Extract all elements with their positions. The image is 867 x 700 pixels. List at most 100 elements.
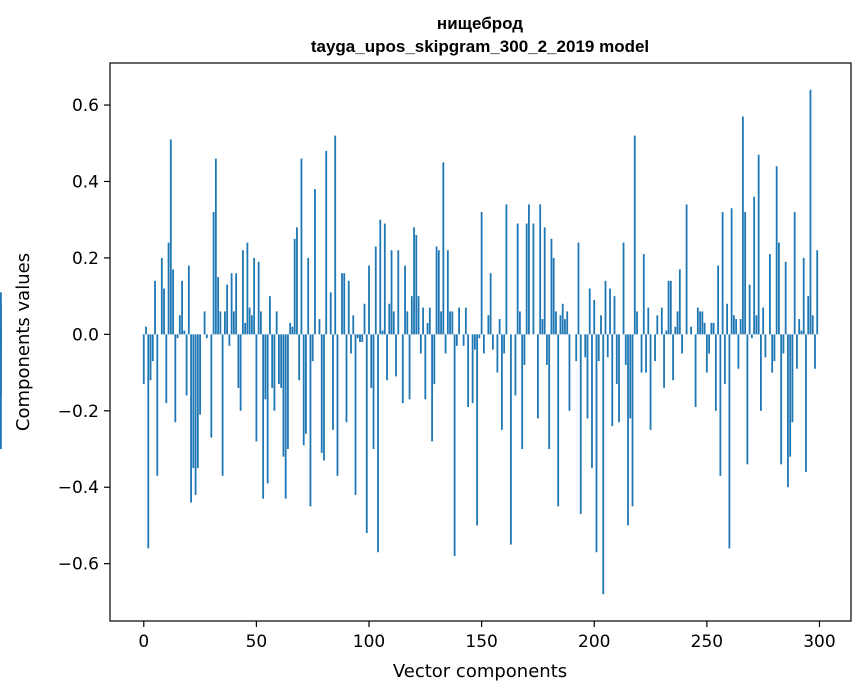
bar-component-151	[483, 334, 485, 353]
bar-component-72	[305, 334, 307, 433]
bar-component-193	[578, 243, 580, 335]
bar-component-279	[771, 334, 773, 372]
x-tick-label: 0	[138, 632, 149, 652]
bar-component-146	[472, 334, 474, 403]
y-tick-label: 0.0	[72, 325, 99, 345]
bar-component-1	[145, 327, 147, 335]
bar-component-165	[515, 334, 517, 395]
bar-component-243	[690, 327, 692, 335]
bar-component-121	[415, 235, 417, 334]
bar-component-291	[798, 319, 800, 334]
bar-component-130	[436, 246, 438, 334]
bar-component-275	[762, 308, 764, 335]
bar-component-40	[233, 311, 235, 334]
bar-component-11	[168, 243, 170, 335]
x-tick-label: 150	[465, 632, 497, 652]
bar-component-99	[366, 334, 368, 533]
bar-component-283	[780, 334, 782, 464]
bar-component-263	[735, 319, 737, 334]
bar-component-25	[199, 334, 201, 414]
bar-component-256	[719, 334, 721, 475]
bar-component-185	[560, 315, 562, 334]
bar-component-171	[528, 204, 530, 334]
x-tick-label: 50	[246, 632, 268, 652]
bar-component-170	[526, 224, 528, 335]
bar-component-147	[474, 334, 476, 349]
bar-component-227	[654, 334, 656, 361]
bar-component-142	[463, 334, 465, 345]
bar-component-54	[265, 334, 267, 399]
bar-component-148	[476, 334, 478, 525]
x-tick-label: 100	[353, 632, 385, 652]
bar-component-175	[537, 334, 539, 418]
bar-component-0	[143, 334, 145, 384]
bar-component-149	[478, 334, 480, 338]
bar-component-204	[602, 334, 604, 594]
bar-component-158	[499, 319, 501, 334]
y-tick-label: −0.4	[58, 478, 99, 498]
bar-component-14	[174, 334, 176, 422]
bar-component-105	[379, 220, 381, 335]
bar-component-62	[283, 334, 285, 456]
bar-component-45	[244, 323, 246, 334]
bar-component-76	[314, 189, 316, 334]
bar-component-36	[224, 311, 226, 334]
y-tick-label: 0.4	[72, 172, 99, 192]
bar-component-73	[307, 258, 309, 334]
bar-component-undefined	[0, 334, 2, 449]
bar-component-50	[256, 334, 258, 441]
plot-frame	[110, 63, 851, 621]
bar-component-169	[524, 334, 526, 365]
bar-component-188	[566, 311, 568, 334]
bar-component-21	[190, 334, 192, 502]
bar-component-78	[319, 319, 321, 334]
bar-component-179	[546, 334, 548, 365]
bar-component-116	[404, 266, 406, 335]
bar-component-113	[397, 250, 399, 334]
bar-component-124	[422, 308, 424, 335]
bar-component-58	[274, 334, 276, 410]
bar-component-281	[776, 166, 778, 334]
bar-component-278	[769, 254, 771, 334]
bar-component-214	[625, 334, 627, 365]
bar-component-154	[490, 273, 492, 334]
bar-component-155	[492, 334, 494, 349]
bar-component-49	[253, 258, 255, 334]
bar-component-96	[359, 334, 361, 342]
bar-component-143	[465, 308, 467, 335]
bar-component-59	[276, 311, 278, 334]
bar-component-198	[589, 288, 591, 334]
bar-component-2	[147, 334, 149, 548]
bar-component-295	[807, 296, 809, 334]
bar-component-132	[440, 311, 442, 334]
bar-component-235	[672, 334, 674, 380]
bar-component-265	[740, 319, 742, 334]
bar-component-252	[710, 323, 712, 334]
bar-component-32	[215, 159, 217, 335]
bar-component-10	[165, 334, 167, 403]
bar-component-23	[195, 334, 197, 495]
bar-component-219	[636, 311, 638, 334]
bar-component-292	[801, 331, 803, 335]
bar-component-286	[787, 334, 789, 487]
bar-component-31	[213, 212, 215, 334]
bar-component-86	[337, 334, 339, 475]
bar-component-117	[406, 311, 408, 334]
bar-component-8	[161, 258, 163, 334]
bar-component-273	[758, 155, 760, 335]
bar-component-89	[343, 273, 345, 334]
bar-component-57	[271, 334, 273, 388]
bar-component-4	[152, 334, 154, 361]
bar-component-28	[206, 334, 208, 338]
bar-component-285	[785, 262, 787, 335]
bar-component-135	[447, 250, 449, 334]
bar-component-60	[278, 334, 280, 384]
bar-component-102	[373, 334, 375, 449]
bar-component-253	[713, 323, 715, 334]
bar-component-67	[294, 239, 296, 335]
bar-component-210	[616, 334, 618, 384]
bar-component-5	[154, 281, 156, 335]
bar-component-3	[150, 334, 152, 380]
